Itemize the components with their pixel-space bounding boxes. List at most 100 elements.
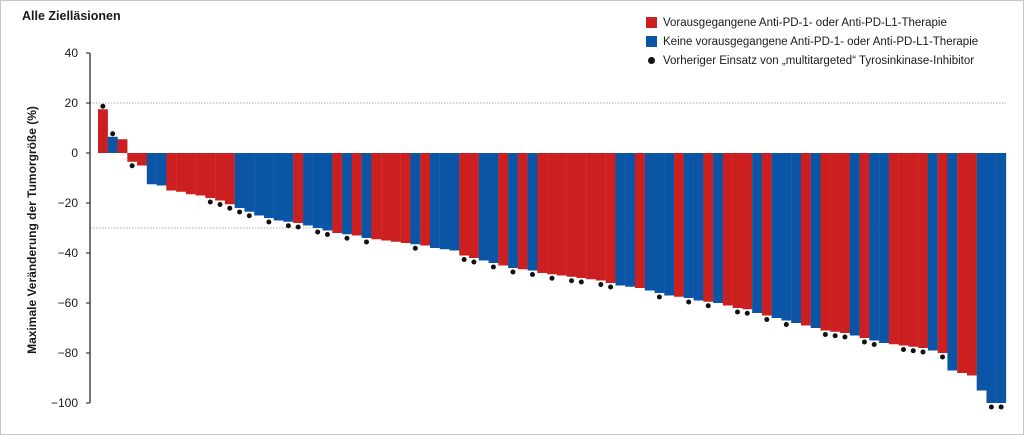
bar xyxy=(254,153,265,216)
bar xyxy=(879,153,889,343)
tki-marker xyxy=(227,205,233,211)
bar xyxy=(127,153,138,162)
bar xyxy=(996,153,1007,403)
bar xyxy=(137,153,147,166)
tki-marker xyxy=(237,209,243,215)
bar xyxy=(459,153,470,256)
bar xyxy=(654,153,665,293)
bar xyxy=(615,153,626,286)
bar xyxy=(342,153,352,235)
bar xyxy=(117,139,128,153)
bar xyxy=(722,153,733,306)
tki-marker xyxy=(686,299,692,305)
tki-marker xyxy=(510,269,516,275)
bar xyxy=(595,153,606,281)
y-tick-label: 0 xyxy=(71,146,78,160)
bar xyxy=(332,153,343,233)
bar xyxy=(986,153,997,403)
bar xyxy=(166,153,177,191)
tki-marker xyxy=(569,278,575,284)
tki-marker xyxy=(842,334,848,340)
bar xyxy=(283,153,294,222)
tki-marker xyxy=(578,279,584,285)
bar xyxy=(752,153,763,313)
bar xyxy=(800,153,811,326)
bar xyxy=(869,153,880,341)
tki-marker xyxy=(315,229,321,235)
tki-marker xyxy=(940,354,946,360)
bar xyxy=(98,109,108,153)
bar xyxy=(859,153,870,338)
bar xyxy=(556,153,567,276)
y-axis: 40 20 0 −20 −40 −60 −80 −100 xyxy=(51,46,91,410)
bar xyxy=(742,153,753,310)
bar xyxy=(625,153,636,287)
bar xyxy=(517,153,528,270)
bar xyxy=(508,153,518,268)
y-tick-label: −20 xyxy=(58,196,79,210)
bar xyxy=(156,153,167,186)
tki-marker xyxy=(861,339,867,345)
bar xyxy=(713,153,724,303)
bar xyxy=(244,153,255,212)
legend-label-prior: Vorausgegangene Anti-PD-1- oder Anti-PD-… xyxy=(663,16,947,29)
y-tick-label: −60 xyxy=(58,296,79,310)
tki-marker xyxy=(110,131,116,137)
tki-marker xyxy=(735,309,741,315)
bar xyxy=(107,136,118,153)
bar xyxy=(185,153,196,195)
bar xyxy=(586,153,597,280)
legend-swatch-prior xyxy=(646,17,657,28)
bar xyxy=(976,153,987,391)
bar xyxy=(293,153,304,223)
tki-marker xyxy=(598,282,604,287)
tki-marker xyxy=(871,342,877,347)
tki-marker xyxy=(705,303,711,309)
legend-item-prior: Vorausgegangene Anti-PD-1- oder Anti-PD-… xyxy=(646,13,978,32)
bar xyxy=(488,153,499,263)
bar xyxy=(215,153,226,201)
bar xyxy=(351,153,362,236)
tki-marker xyxy=(217,202,223,207)
tki-marker xyxy=(832,333,838,339)
tki-marker xyxy=(549,275,555,281)
bar xyxy=(478,153,489,261)
legend-item-tki: Vorheriger Einsatz von „multitargeted“ T… xyxy=(646,51,978,70)
bar xyxy=(176,153,187,192)
bar xyxy=(732,153,743,308)
bar xyxy=(381,153,392,241)
bar xyxy=(224,153,235,205)
bar xyxy=(195,153,206,196)
bar xyxy=(830,153,841,332)
tki-marker xyxy=(656,294,662,300)
bar xyxy=(791,153,802,323)
bar xyxy=(400,153,411,243)
tki-marker xyxy=(461,257,467,262)
bar xyxy=(273,153,284,221)
bar xyxy=(566,153,577,277)
bar xyxy=(322,153,333,231)
bar xyxy=(429,153,440,248)
legend-label-tki: Vorheriger Einsatz von „multitargeted“ T… xyxy=(663,54,975,67)
bar xyxy=(371,153,382,240)
tki-marker xyxy=(295,224,301,230)
bar xyxy=(146,153,157,185)
bar xyxy=(918,153,929,348)
bar xyxy=(634,153,645,288)
y-tick-label: −100 xyxy=(51,396,78,410)
tki-marker xyxy=(471,259,477,265)
bar xyxy=(469,153,479,258)
bar xyxy=(683,153,694,298)
bar xyxy=(205,153,216,198)
bar xyxy=(674,153,684,297)
bar xyxy=(498,153,509,266)
tki-marker xyxy=(246,213,252,219)
tki-marker xyxy=(920,349,926,355)
bar xyxy=(693,153,704,301)
bar xyxy=(849,153,860,336)
bar xyxy=(263,153,274,218)
bar xyxy=(820,153,831,331)
bar xyxy=(898,153,909,346)
y-tick-label: −80 xyxy=(58,346,79,360)
